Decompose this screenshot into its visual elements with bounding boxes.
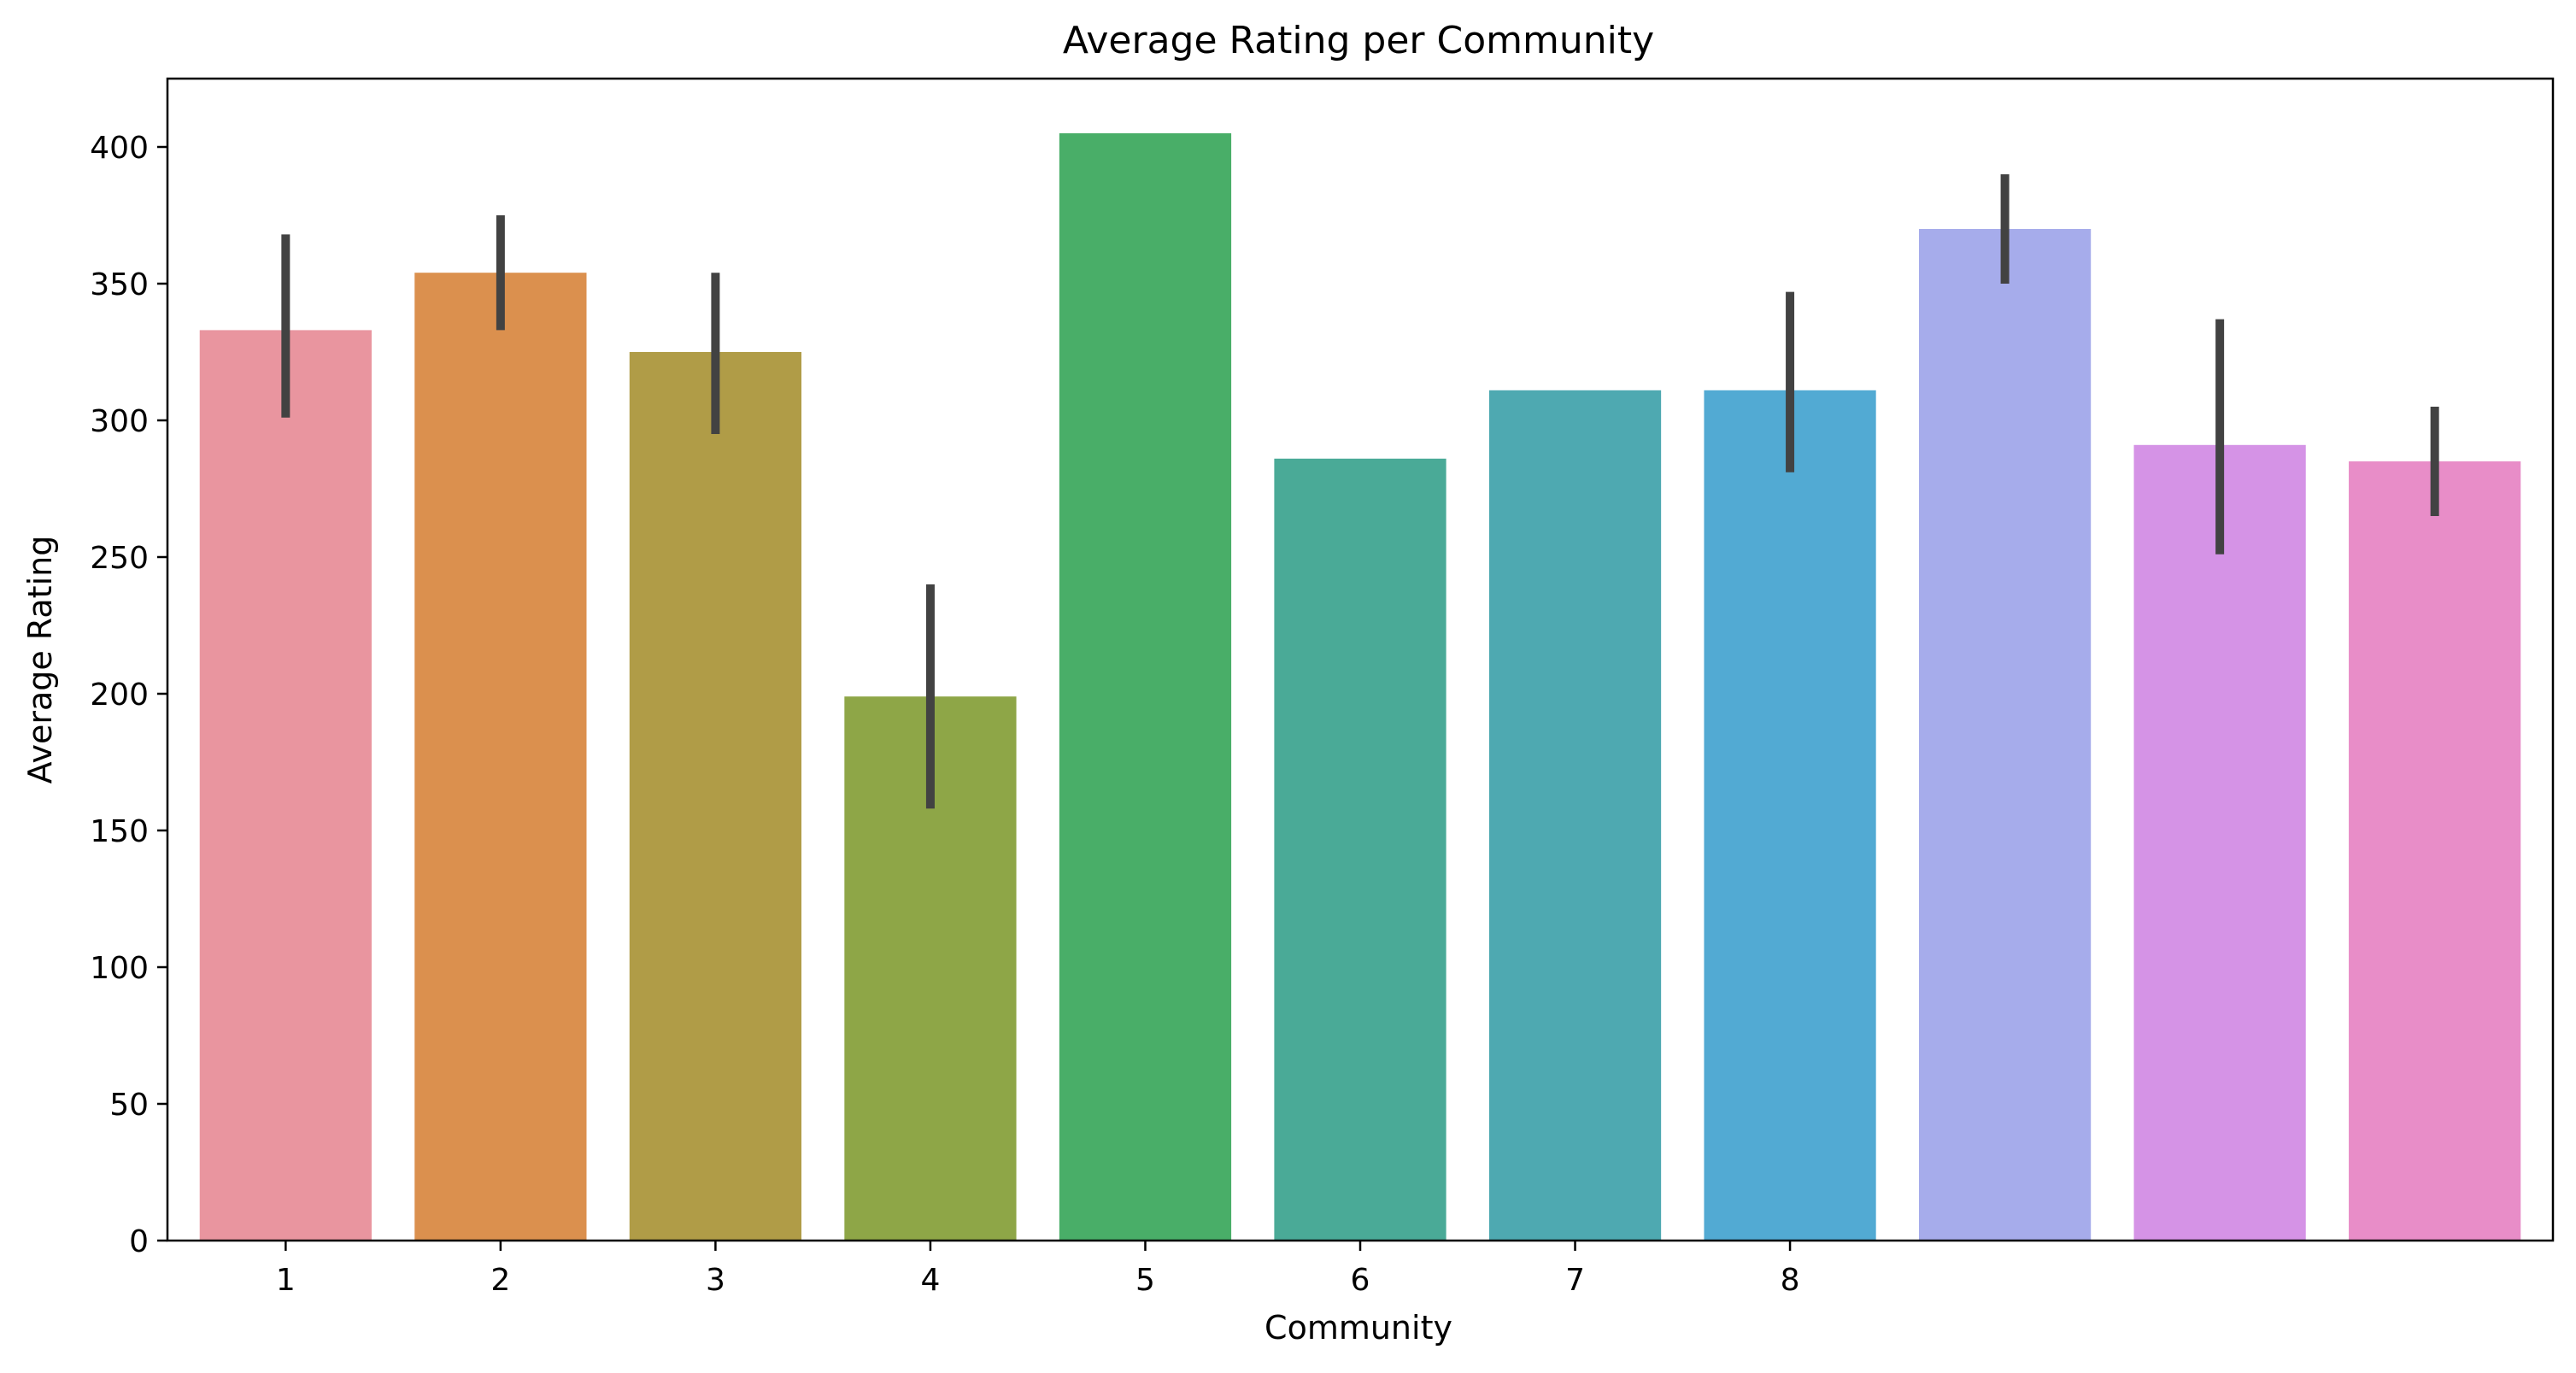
bar-6: [1274, 458, 1446, 1241]
bar-1: [199, 330, 372, 1241]
x-tick-label: 4: [920, 1263, 940, 1298]
x-tick-label: 2: [490, 1263, 510, 1298]
bar-7: [1488, 390, 1662, 1241]
bar-10: [2133, 444, 2306, 1241]
bar-2: [414, 273, 587, 1241]
y-tick-label: 200: [90, 678, 149, 713]
y-tick-label: 350: [90, 267, 149, 302]
bar-11: [2349, 461, 2521, 1241]
x-tick-label: 1: [276, 1263, 296, 1298]
y-tick-label: 50: [109, 1088, 149, 1123]
x-tick-label: 7: [1565, 1263, 1585, 1298]
y-tick-label: 150: [90, 814, 149, 849]
y-tick-label: 250: [90, 541, 149, 576]
y-tick-label: 300: [90, 404, 149, 439]
y-tick-label: 400: [90, 131, 149, 166]
x-axis-label: Community: [1265, 1309, 1452, 1347]
x-tick-label: 8: [1781, 1263, 1800, 1298]
x-tick-label: 3: [706, 1263, 725, 1298]
y-tick-label: 100: [90, 951, 149, 986]
x-tick-label: 6: [1351, 1263, 1370, 1298]
bar-9: [1918, 229, 2092, 1241]
chart-title: Average Rating per Community: [1063, 19, 1654, 62]
plot-area: 0 50 100 150 200 250 300 350 400 1 2 3 4 5 6 7 8: [90, 77, 2555, 1298]
y-tick-label: 0: [129, 1224, 149, 1259]
x-tick-label: 5: [1135, 1263, 1155, 1298]
bar-8: [1704, 390, 1876, 1241]
bar-3: [629, 352, 802, 1241]
y-axis-label: Average Rating: [21, 536, 59, 784]
bar-5: [1059, 133, 1232, 1241]
